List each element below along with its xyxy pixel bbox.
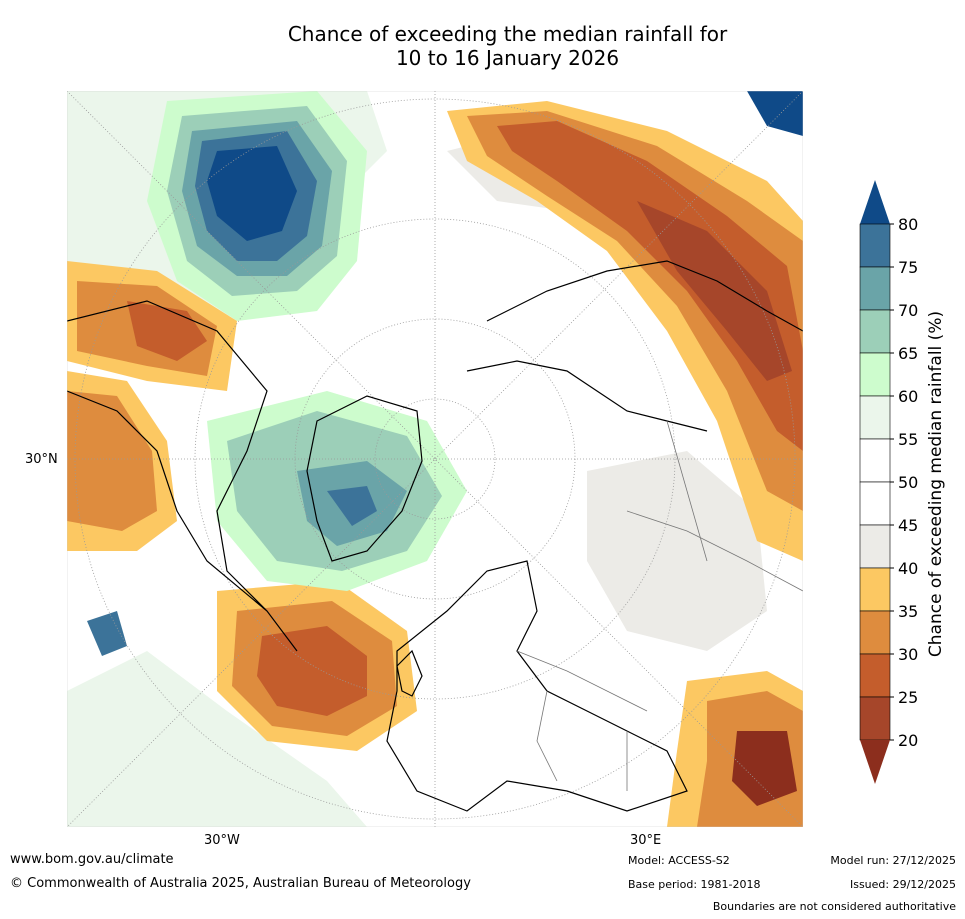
colorbar-tick-label: 35: [898, 602, 918, 621]
longitude-label-30e: 30°E: [630, 833, 662, 848]
colorbar-band: [859, 696, 891, 741]
colorbar-label: Chance of exceeding median rainfall (%): [926, 311, 946, 657]
region-blue: [87, 611, 127, 656]
colorbar-tick-label: 40: [898, 559, 918, 578]
region-dark-brown: [732, 731, 797, 806]
footer-base-period: Base period: 1981-2018: [628, 878, 761, 891]
footer-url: www.bom.gov.au/climate: [10, 852, 174, 867]
longitude-label-30w: 30°W: [204, 833, 240, 848]
colorbar: 80 75 70 65 60 55 50 45 40 35 30 25 20 Chance of exc…: [859, 180, 946, 784]
colorbar-tick-label: 75: [898, 258, 918, 277]
rainfall-probability-map: [67, 91, 803, 827]
region-grey: [587, 451, 767, 651]
map-title-line-1: Chance of exceeding the median rainfall …: [287, 22, 728, 46]
map-title-line-2: 10 to 16 January 2026: [395, 46, 620, 70]
colorbar-band: [859, 567, 891, 612]
colorbar-tick-label: 60: [898, 387, 918, 406]
coastline-north-america: [67, 300, 298, 652]
coastline-greenland: [306, 395, 423, 562]
colorbar-tick-label: 20: [898, 731, 918, 750]
colorbar-band: [859, 352, 891, 397]
footer-issued: Issued: 29/12/2025: [849, 878, 956, 891]
colorbar-tick-label: 50: [898, 473, 918, 492]
coastline-europe: [386, 560, 688, 812]
colorbar-tick-label: 70: [898, 301, 918, 320]
colorbar-tick-label: 80: [898, 215, 918, 234]
colorbar-band: [859, 524, 891, 569]
colorbar-tick-label: 45: [898, 516, 918, 535]
footer-model-run: Model run: 27/12/2025: [830, 854, 956, 867]
colorbar-band: [859, 266, 891, 311]
footer-model: Model: ACCESS-S2: [628, 854, 730, 867]
colorbar-tick-label: 30: [898, 645, 918, 664]
footer-disclaimer: Boundaries are not considered authoritat…: [712, 900, 956, 913]
colorbar-tick-label: 25: [898, 688, 918, 707]
colorbar-arrow-bottom: [860, 740, 890, 784]
region-light-green: [67, 651, 367, 827]
region-dark-blue: [207, 146, 297, 241]
colorbar-band: [859, 481, 891, 526]
colorbar-band: [859, 653, 891, 698]
region-brown: [257, 626, 367, 716]
region-dark-brown: [637, 201, 792, 381]
region-blue: [327, 486, 377, 526]
colorbar-band: [859, 438, 891, 483]
colorbar-tick-label: 55: [898, 430, 918, 449]
colorbar-band: [859, 309, 891, 354]
coastline-britain: [396, 649, 423, 697]
region-dark-blue: [747, 91, 803, 136]
colorbar-band: [859, 223, 891, 268]
coastline-asia: [486, 260, 803, 332]
colorbar-arrow-top: [860, 180, 890, 224]
colorbar-tick-label: 65: [898, 344, 918, 363]
region-brown: [127, 301, 207, 361]
colorbar-band: [859, 395, 891, 440]
footer-copyright: © Commonwealth of Australia 2025, Austra…: [10, 876, 471, 891]
colorbar-band: [859, 610, 891, 655]
region-dark-orange: [67, 391, 157, 531]
latitude-label-30n: 30°N: [25, 452, 58, 467]
